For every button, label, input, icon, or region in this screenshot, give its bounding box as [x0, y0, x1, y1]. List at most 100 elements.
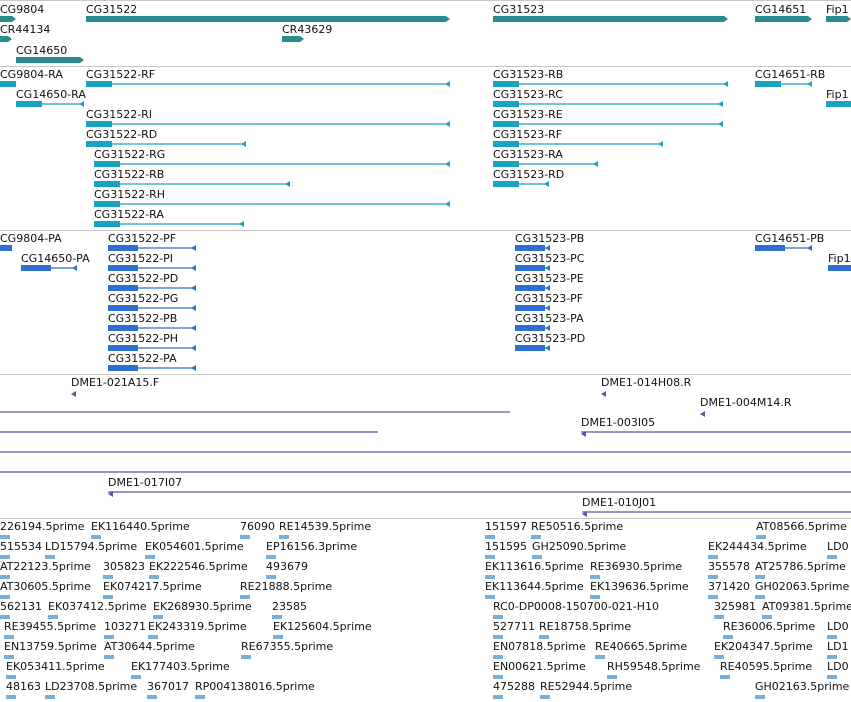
gene-glyph[interactable]	[0, 36, 12, 42]
ests-label[interactable]: RP004138016.5prime	[195, 680, 315, 693]
transcript-exon[interactable]	[86, 141, 112, 147]
est-glyph[interactable]	[103, 595, 113, 599]
clone-marker[interactable]	[601, 391, 606, 397]
est-glyph[interactable]	[272, 615, 282, 619]
transcript-arrow[interactable]	[593, 161, 598, 167]
ests-label[interactable]: GH02163.5prime	[755, 680, 850, 693]
transcripts-label[interactable]: CG31523-RD	[493, 168, 565, 181]
est-glyph[interactable]	[104, 635, 114, 639]
ests-label[interactable]: AT30644.5prime	[104, 640, 195, 653]
protein-block[interactable]	[108, 365, 138, 371]
ests-label[interactable]: EP16156.3prime	[266, 540, 358, 553]
protein-arrow[interactable]	[545, 345, 550, 351]
ests-label[interactable]: EK074217.5prime	[103, 580, 202, 593]
est-glyph[interactable]	[485, 555, 495, 559]
protein-block[interactable]	[515, 345, 545, 351]
est-glyph[interactable]	[266, 555, 276, 559]
est-glyph[interactable]	[590, 575, 600, 579]
genes-label[interactable]: CG14650	[16, 44, 68, 57]
ests-label[interactable]: RE52944.5prime	[540, 680, 633, 693]
transcript-arrow[interactable]	[846, 101, 851, 107]
clone-marker[interactable]	[700, 411, 705, 417]
protein-block[interactable]	[515, 265, 545, 271]
est-glyph[interactable]	[147, 695, 157, 699]
protein-block[interactable]	[515, 285, 545, 291]
transcript-arrow[interactable]	[718, 101, 723, 107]
ests-label[interactable]: 367017	[147, 680, 189, 693]
est-glyph[interactable]	[708, 595, 718, 599]
est-glyph[interactable]	[827, 555, 837, 559]
proteins-label[interactable]: CG31522-PI	[108, 252, 174, 265]
proteins-label[interactable]: CG31523-PC	[515, 252, 585, 265]
ests-label[interactable]: RE21888.5prime	[240, 580, 333, 593]
est-glyph[interactable]	[485, 575, 495, 579]
ests-label[interactable]: AT09381.5prime	[762, 600, 851, 613]
est-glyph[interactable]	[540, 695, 550, 699]
ests-label[interactable]: RE39455.5prime	[4, 620, 97, 633]
est-glyph[interactable]	[485, 535, 495, 539]
gene-glyph[interactable]	[826, 16, 851, 22]
ests-label[interactable]: EK113616.5prime	[485, 560, 584, 573]
est-glyph[interactable]	[4, 655, 14, 659]
genes-label[interactable]: CG31523	[493, 3, 545, 16]
est-glyph[interactable]	[493, 675, 503, 679]
ests-label[interactable]: EK243319.5prime	[148, 620, 247, 633]
est-glyph[interactable]	[755, 575, 765, 579]
est-glyph[interactable]	[45, 695, 55, 699]
ests-label[interactable]: EK113644.5prime	[485, 580, 584, 593]
protein-block[interactable]	[21, 265, 51, 271]
transcript-exon[interactable]	[16, 101, 42, 107]
ests-label[interactable]: RE18758.5prime	[539, 620, 632, 633]
est-glyph[interactable]	[0, 595, 10, 599]
ests-label[interactable]: RE40665.5prime	[595, 640, 688, 653]
transcripts-label[interactable]: CG31522-RF	[86, 68, 156, 81]
ests-label[interactable]: LD1	[827, 640, 849, 653]
est-glyph[interactable]	[131, 675, 141, 679]
protein-block[interactable]	[108, 305, 138, 311]
transcript-arrow[interactable]	[239, 221, 244, 227]
est-glyph[interactable]	[241, 655, 251, 659]
ests-label[interactable]: LD15794.5prime	[45, 540, 138, 553]
protein-arrow[interactable]	[191, 305, 196, 311]
protein-block[interactable]	[515, 245, 545, 251]
ests-label[interactable]: 76090	[240, 520, 275, 533]
est-glyph[interactable]	[195, 695, 205, 699]
protein-arrow[interactable]	[545, 245, 550, 251]
transcript-exon[interactable]	[0, 81, 16, 87]
proteins-label[interactable]: CG14650-PA	[21, 252, 90, 265]
transcripts-label[interactable]: CG31522-RI	[86, 108, 153, 121]
est-glyph[interactable]	[91, 535, 101, 539]
ests-label[interactable]: AT30605.5prime	[0, 580, 91, 593]
ests-label[interactable]: EN07818.5prime	[493, 640, 586, 653]
genes-label[interactable]: CG31522	[86, 3, 138, 16]
ests-label[interactable]: 355578	[708, 560, 750, 573]
ests-label[interactable]: EK268930.5prime	[153, 600, 252, 613]
proteins-label[interactable]: CG31523-PB	[515, 232, 585, 245]
protein-arrow[interactable]	[545, 325, 550, 331]
est-glyph[interactable]	[153, 615, 163, 619]
est-glyph[interactable]	[708, 575, 718, 579]
ests-label[interactable]: RE36930.5prime	[590, 560, 683, 573]
ests-label[interactable]: GH02063.5prime	[755, 580, 850, 593]
ests-label[interactable]: GH25090.5prime	[532, 540, 627, 553]
proteins-label[interactable]: CG31522-PD	[108, 272, 179, 285]
genes-label[interactable]: CG14651	[755, 3, 807, 16]
ests-label[interactable]: EK054601.5prime	[145, 540, 244, 553]
ests-label[interactable]: RH59548.5prime	[607, 660, 701, 673]
transcript-exon[interactable]	[94, 201, 120, 207]
ests-label[interactable]: 325981	[714, 600, 756, 613]
genes-label[interactable]: Fip1	[826, 3, 849, 16]
est-glyph[interactable]	[6, 675, 16, 679]
transcript-arrow[interactable]	[658, 141, 663, 147]
clones-label[interactable]: DME1-010J01	[582, 496, 657, 509]
ests-label[interactable]: 371420	[708, 580, 750, 593]
ests-label[interactable]: LD0	[827, 540, 849, 553]
ests-label[interactable]: EK139636.5prime	[590, 580, 689, 593]
protein-block[interactable]	[515, 325, 545, 331]
gene-glyph[interactable]	[0, 16, 16, 22]
est-glyph[interactable]	[45, 555, 55, 559]
ests-label[interactable]: 305823	[103, 560, 145, 573]
est-glyph[interactable]	[532, 555, 542, 559]
transcripts-label[interactable]: CG31522-RG	[94, 148, 166, 161]
transcript-arrow[interactable]	[718, 121, 723, 127]
